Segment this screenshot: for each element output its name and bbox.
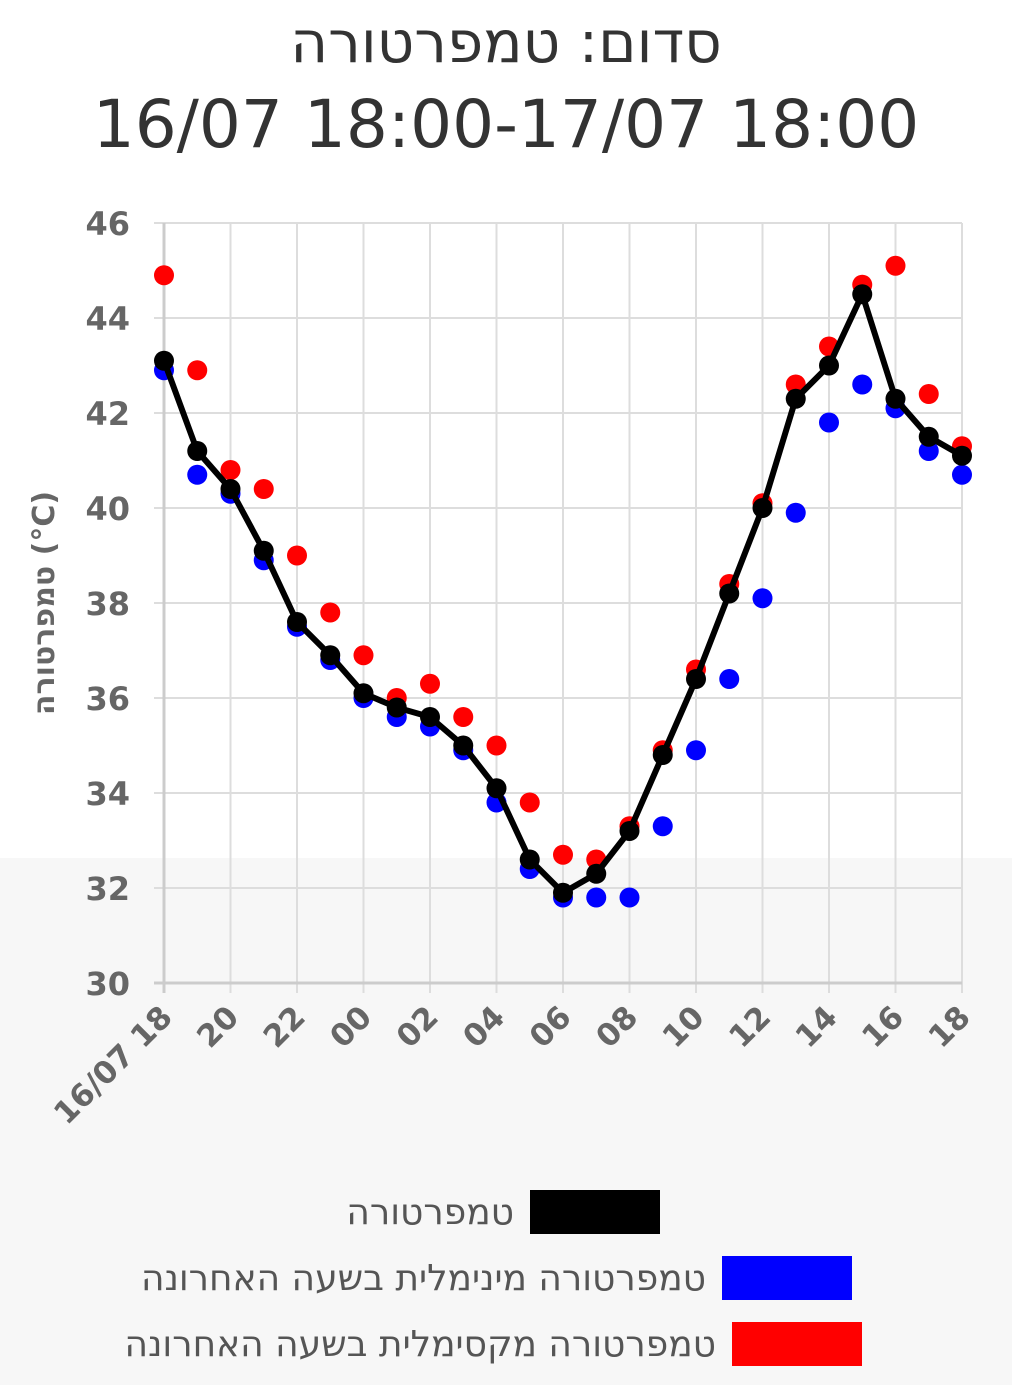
temperature-point — [752, 498, 773, 518]
temperature-point — [187, 441, 208, 461]
max-temperature-point — [220, 460, 241, 480]
y-tick-label: 44 — [85, 300, 130, 338]
max-temperature-point — [918, 384, 939, 404]
legend-item-max-temperature: טמפרטורה מקסימלית בשעה האחרונה — [124, 1322, 862, 1366]
legend-label-max-temperature: טמפרטורה מקסימלית בשעה האחרונה — [124, 1323, 717, 1365]
temperature-point — [918, 426, 939, 447]
y-axis-label: טמפרטורה (°C) — [27, 491, 62, 715]
x-tick-label: 18 — [922, 999, 978, 1055]
chart-grid — [154, 222, 963, 993]
x-tick-label: 08 — [589, 999, 645, 1055]
temperature-point — [586, 863, 607, 884]
max-temperature-point — [785, 374, 806, 395]
x-tick-label: 14 — [789, 999, 845, 1055]
legend-swatch-max-temperature — [732, 1322, 862, 1366]
max-temperature-point — [154, 265, 174, 286]
temperature-point — [885, 388, 906, 409]
y-tick-label: 46 — [85, 205, 130, 243]
legend-swatch-min-temperature — [722, 1256, 852, 1300]
max-temperature-point — [420, 673, 440, 694]
temperature-point — [553, 882, 573, 903]
legend-item-temperature: טמפרטורה — [346, 1190, 660, 1234]
temperature-point — [785, 388, 806, 409]
y-tick-label: 32 — [85, 870, 130, 908]
x-tick-label: 04 — [456, 999, 512, 1055]
max-temperature-point — [320, 602, 341, 623]
max-temperature-point — [287, 545, 307, 566]
x-tick-label: 00 — [323, 999, 379, 1055]
max-temperature-point — [353, 645, 374, 666]
temperature-point — [619, 821, 640, 841]
min-temperature-point — [918, 441, 939, 461]
max-temperature-point — [519, 792, 540, 813]
temperature-point — [420, 707, 440, 727]
min-temperature-point — [819, 412, 839, 433]
temperature-point — [486, 778, 507, 799]
temperature-series — [154, 284, 972, 903]
min-temperature-point — [586, 887, 607, 908]
temperature-point — [652, 745, 673, 765]
temperature-point — [353, 683, 374, 704]
temperature-point — [253, 540, 274, 561]
temperature-point — [819, 355, 839, 376]
max-temperature-point — [885, 255, 906, 276]
temperature-point — [686, 669, 706, 689]
x-axis-ticks: 16/07 18 20 22 00 02 04 06 08 10 12 14 16 18 — [47, 999, 978, 1132]
y-tick-label: 42 — [85, 395, 130, 433]
min-temperature-point — [619, 887, 640, 908]
max-temperature-point — [486, 735, 507, 756]
legend-swatch-temperature — [530, 1190, 660, 1234]
x-tick-label: 02 — [390, 999, 446, 1055]
legend-label-temperature: טמפרטורה — [346, 1191, 514, 1233]
min-temperature-point — [752, 588, 773, 609]
temperature-point — [386, 697, 407, 718]
min-temperature-point — [686, 740, 706, 761]
max-temperature-point — [253, 479, 274, 499]
max-temperature-point — [553, 844, 573, 865]
temperature-point — [320, 645, 341, 666]
max-temperature-point — [187, 360, 208, 381]
x-tick-label: 22 — [257, 999, 313, 1055]
chart-title: סדום: טמפרטורה — [290, 8, 722, 76]
y-tick-label: 36 — [85, 680, 130, 718]
min-temperature-point — [852, 374, 873, 395]
min-temperature-point — [652, 816, 673, 837]
temperature-point — [719, 583, 740, 604]
min-temperature-point — [187, 464, 208, 485]
temperature-point — [453, 735, 474, 756]
legend-item-min-temperature: טמפרטורה מינימלית בשעה האחרונה — [141, 1256, 852, 1300]
x-tick-label: 10 — [656, 999, 712, 1055]
x-tick-label: 12 — [722, 999, 778, 1055]
x-tick-label: 20 — [190, 999, 246, 1055]
temperature-point — [154, 350, 174, 371]
y-tick-label: 30 — [85, 965, 130, 1003]
legend-label-min-temperature: טמפרטורה מינימלית בשעה האחרונה — [140, 1257, 706, 1299]
min-temperature-point — [952, 464, 972, 485]
min-temperature-point — [785, 502, 806, 523]
max-temperature-point — [453, 707, 474, 727]
chart-subtitle: 16/07 18:00-17/07 18:00 — [92, 86, 920, 163]
x-tick-label: 16/07 18 — [47, 999, 180, 1132]
temperature-point — [287, 612, 307, 632]
x-tick-label: 06 — [523, 999, 579, 1055]
y-tick-label: 40 — [85, 490, 130, 528]
temperature-point — [852, 284, 873, 305]
temperature-point — [519, 849, 540, 870]
temperature-point — [220, 479, 241, 499]
min-temperature-point — [719, 669, 740, 689]
y-tick-label: 34 — [85, 775, 130, 813]
temperature-point — [952, 445, 972, 466]
x-tick-label: 16 — [855, 999, 911, 1055]
temperature-chart: 30 32 34 36 38 40 42 44 46 16/07 18 20 22 00 02 04 06 0… — [27, 205, 978, 1132]
y-tick-label: 38 — [85, 585, 130, 623]
y-axis-ticks: 30 32 34 36 38 40 42 44 46 — [85, 205, 130, 1003]
